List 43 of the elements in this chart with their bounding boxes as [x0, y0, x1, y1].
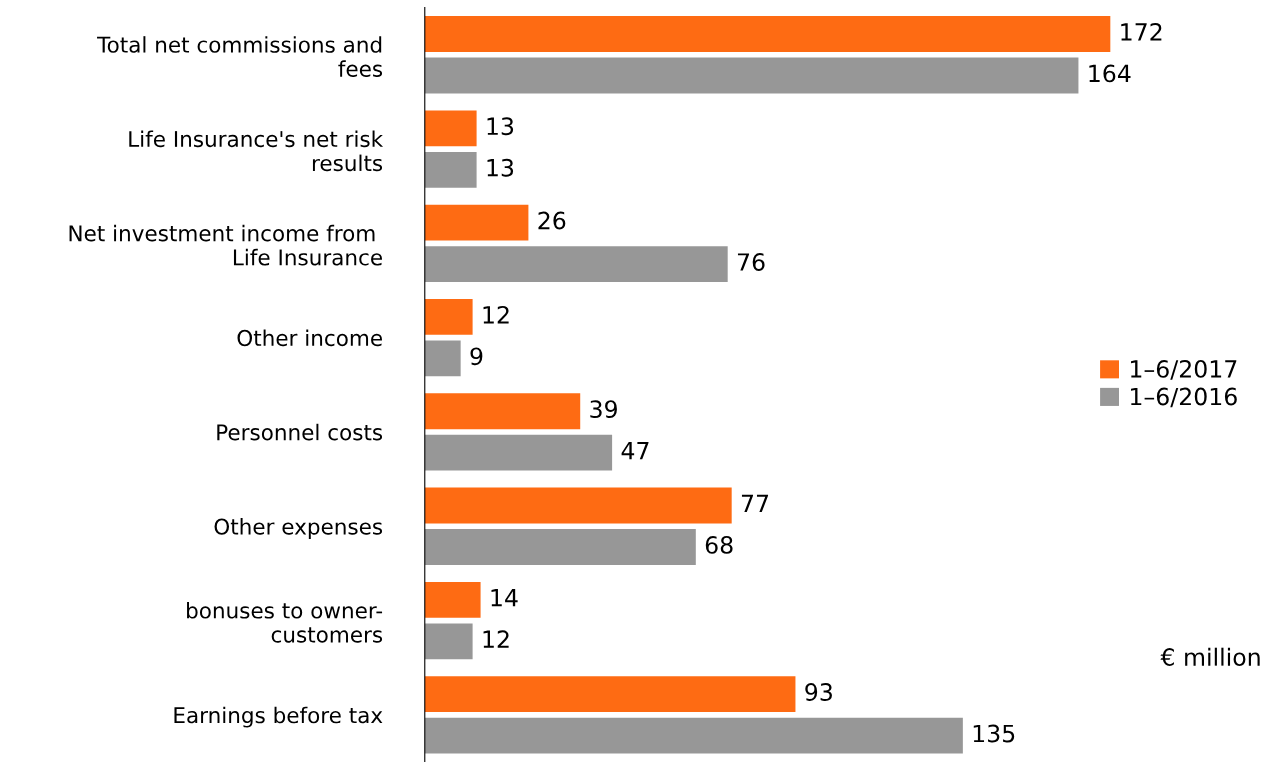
bar — [424, 676, 796, 713]
y-tick-label: Net investment income from Life Insurance — [69, 224, 382, 266]
y-tick-label: Other income — [237, 329, 382, 347]
data-label: 39 — [590, 400, 617, 419]
data-label: 13 — [487, 158, 514, 177]
y-tick-label: Total net commissions and fees — [97, 36, 383, 77]
data-label: 13 — [487, 117, 514, 136]
y-tick-label: Personnel costs — [217, 423, 383, 441]
data-label: 14 — [491, 589, 518, 607]
data-label: 47 — [621, 442, 649, 460]
bar — [424, 246, 728, 283]
data-label: 77 — [741, 494, 769, 513]
data-label: 172 — [1121, 23, 1162, 41]
bar — [424, 340, 461, 377]
bar — [424, 581, 481, 618]
data-label: 164 — [1089, 64, 1131, 83]
data-label: 9 — [470, 347, 483, 366]
y-tick-label: Other expenses — [214, 518, 383, 539]
y-tick-label: Life Insurance's net risk results — [129, 130, 384, 172]
data-label: 76 — [737, 253, 765, 271]
bar — [424, 529, 696, 565]
bar — [424, 623, 473, 660]
data-label: 93 — [805, 683, 832, 701]
bar — [424, 717, 963, 754]
y-tick-label: bonuses to owner- customers — [187, 601, 383, 643]
bar — [424, 110, 477, 147]
bar — [424, 299, 473, 335]
legend-label: 1–6/2016 — [1131, 387, 1237, 408]
bar — [424, 487, 732, 524]
bar — [424, 204, 529, 241]
data-label: 12 — [483, 630, 509, 648]
legend-label: 1–6/2017 — [1131, 360, 1237, 380]
y-tick-label: Earnings before tax — [174, 706, 383, 728]
bar — [424, 16, 1111, 52]
bar — [424, 151, 477, 188]
bar — [424, 434, 613, 471]
bar — [424, 393, 581, 430]
data-label: 68 — [705, 535, 733, 554]
data-label: 135 — [973, 724, 1015, 743]
data-label: 26 — [538, 211, 566, 230]
bar — [424, 57, 1079, 94]
data-label: 12 — [483, 305, 509, 324]
text: € million — [1160, 647, 1260, 666]
